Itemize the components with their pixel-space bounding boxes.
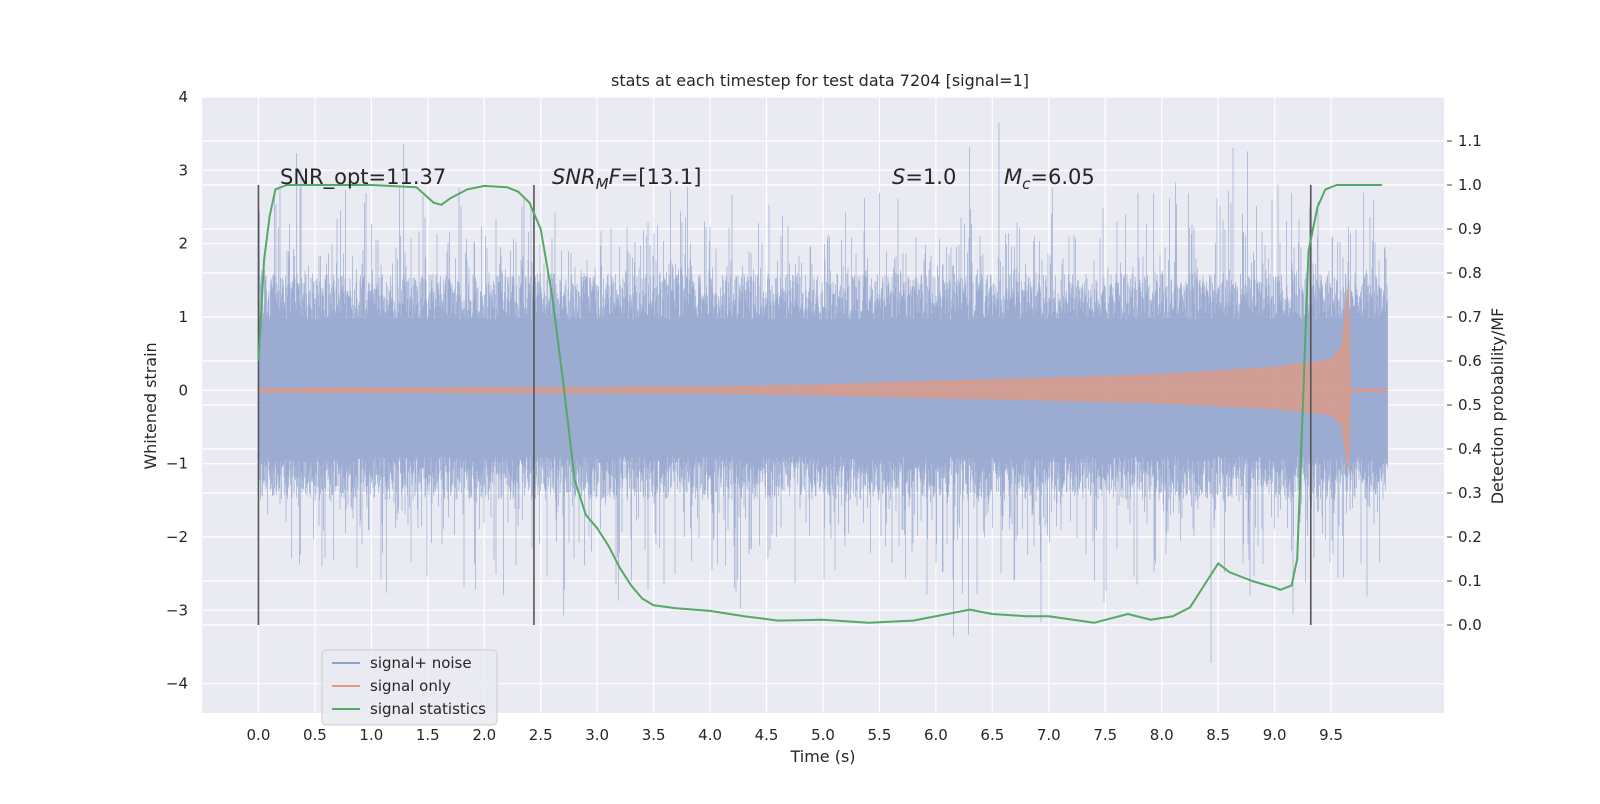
y-tick-label: 3 [178,161,188,179]
y-tick-label: −4 [166,675,188,693]
x-tick-label: 3.5 [642,726,666,744]
y2-tick-label: 0.0 [1458,616,1482,634]
y-tick-label: 2 [178,235,188,253]
signal-only-trace [258,286,1388,472]
x-tick-label: 7.0 [1037,726,1061,744]
y2-tick-label: 0.8 [1458,264,1482,282]
signal-statistics-line [257,184,1382,624]
x-tick-label: 5.0 [811,726,835,744]
y2-tick-label: 0.2 [1458,528,1482,546]
y-axis-label: Whitened strain [141,342,160,469]
x-tick-label: 2.0 [472,726,496,744]
x-tick-label: 4.0 [698,726,722,744]
annotation-snr-mf-f: F [609,165,622,189]
x-tick-label: 8.0 [1150,726,1174,744]
x-axis-label: Time (s) [789,747,855,766]
x-tick-label: 7.5 [1093,726,1117,744]
series-signal-only [258,286,1388,472]
x-tick-label: 9.5 [1319,726,1343,744]
x-tick-label: 0.0 [247,726,271,744]
x-tick-label: 1.0 [359,726,383,744]
y2-tick-label: 0.3 [1458,484,1482,502]
tick-labels: 0.0 0.5 1.0 1.5 2.0 2.5 3.0 3.5 4.0 4.5 5.0 5.5 6.0 6… [166,88,1482,744]
y-tick-label: −3 [166,601,188,619]
x-tick-label: 4.5 [755,726,779,744]
annotation-mc: Mc=6.05 [1004,165,1095,193]
y-tick-label: 1 [178,308,188,326]
x-tick-label: 1.5 [416,726,440,744]
y2-tick-label: 0.1 [1458,572,1482,590]
annotation-snr-mf-prefix: SNR [552,165,596,189]
annotation-s-symbol: S [892,165,905,189]
legend-box [321,649,498,726]
y-tick-label: 4 [178,88,188,106]
y-tick-label: −2 [166,528,188,546]
x-tick-label: 2.5 [529,726,553,744]
annotation-mc-sub: c [1022,175,1031,193]
annotation-mc-symbol: M [1004,165,1022,189]
y-tick-label: 0 [178,381,188,399]
annotation-mc-value: =6.05 [1030,165,1094,189]
x-tick-label: 0.5 [303,726,327,744]
y-tick-label: −1 [166,455,188,473]
legend-label-signal-only: signal only [370,677,451,695]
y2-tick-label: 0.4 [1458,440,1482,458]
y2-tick-label: 1.0 [1458,176,1482,194]
annotation-snr-mf-sub: M [596,175,609,193]
annotation-snr-opt: SNR_opt=11.37 [280,165,446,190]
chart-title: stats at each timestep for test data 720… [611,71,1029,90]
y2-tick-label: 0.5 [1458,396,1482,414]
x-tick-label: 5.5 [868,726,892,744]
x-tick-label: 3.0 [585,726,609,744]
x-tick-label: 6.5 [980,726,1004,744]
legend-label-signal-plus-noise: signal+ noise [370,654,472,672]
annotation-s: S=1.0 [892,165,956,189]
legend-label-signal-statistics: signal statistics [370,700,486,718]
x-tick-label: 8.5 [1206,726,1230,744]
x-tick-label: 9.0 [1263,726,1287,744]
y2-axis-label: Detection probability/MF [1488,308,1507,505]
vertical-markers [257,185,1312,625]
annotation-snr-mf-value: =[13.1] [621,165,702,189]
legend: signal+ noise signal only signal statist… [321,649,498,726]
annotation-snr-mf: SNRMF=[13.1] [552,165,701,193]
series-signal-statistics [257,184,1382,624]
y2-tick-label: 0.7 [1458,308,1482,326]
annotation-s-value: =1.0 [905,165,956,189]
y2-tick-label: 0.9 [1458,220,1482,238]
x-tick-label: 6.0 [924,726,948,744]
y2-tick-label: 1.1 [1458,132,1482,150]
y2-tick-label: 0.6 [1458,352,1482,370]
